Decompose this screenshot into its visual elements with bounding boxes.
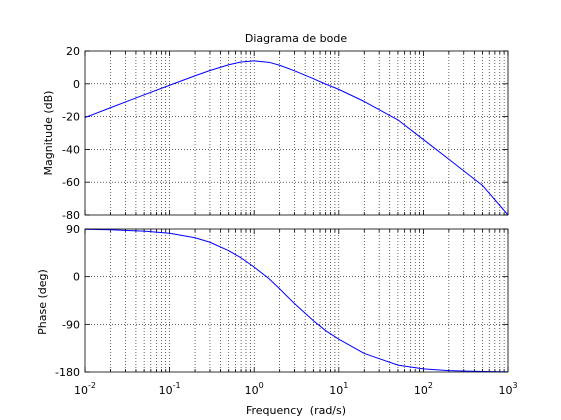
magnitude-y-tick-label: -40 bbox=[62, 143, 80, 156]
phase-axes-frame bbox=[84, 228, 509, 373]
x-tick-label: 10-2 bbox=[74, 381, 96, 397]
x-tick-label: 101 bbox=[329, 381, 348, 397]
magnitude-axes-frame bbox=[84, 50, 509, 216]
magnitude-y-tick-label: 20 bbox=[66, 45, 80, 58]
x-tick-label: 102 bbox=[414, 381, 433, 397]
phase-y-tick-label: 90 bbox=[66, 223, 80, 236]
phase-y-label: Phase (deg) bbox=[36, 269, 49, 335]
x-tick-label: 10-1 bbox=[159, 381, 181, 397]
phase-y-tick-label: 0 bbox=[73, 271, 80, 284]
phase-y-tick-label: -90 bbox=[62, 318, 80, 331]
magnitude-curve bbox=[84, 60, 509, 216]
magnitude-plot: 20 0 -20 -40 -60 -80 bbox=[62, 45, 509, 222]
magnitude-y-tick-label: -60 bbox=[62, 176, 80, 189]
chart-title: Diagrama de bode bbox=[245, 32, 347, 45]
magnitude-y-tick-label: -80 bbox=[62, 209, 80, 222]
x-tick-label: 103 bbox=[498, 381, 517, 397]
magnitude-y-tick-label: 0 bbox=[73, 78, 80, 91]
phase-y-tick-label: -180 bbox=[55, 366, 80, 379]
x-tick-label: 100 bbox=[245, 381, 264, 397]
x-axis-label: Frequency (rad/s) bbox=[246, 404, 346, 417]
phase-plot-area bbox=[85, 229, 508, 372]
phase-plot: 90 0 -90 -180 10-2 10-1 100 101 102 103 bbox=[55, 223, 518, 397]
phase-curve bbox=[84, 228, 509, 373]
magnitude-y-label: Magnitude (dB) bbox=[42, 91, 55, 176]
magnitude-y-tick-label: -20 bbox=[62, 111, 80, 124]
magnitude-plot-area bbox=[85, 51, 508, 215]
